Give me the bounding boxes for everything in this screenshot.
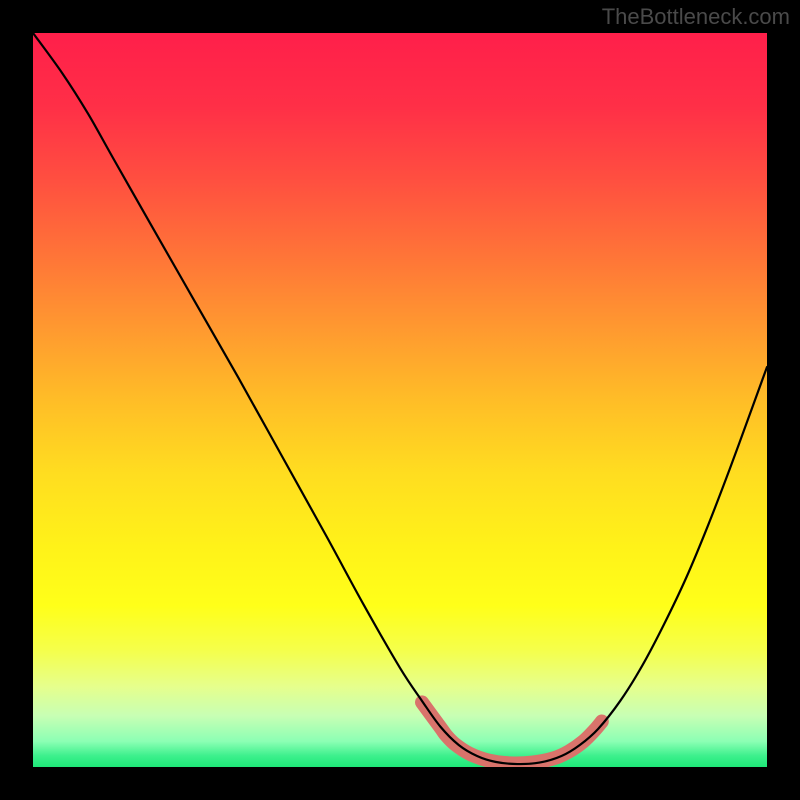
chart-container [33, 33, 767, 767]
chart-background [33, 33, 767, 767]
bottleneck-chart [33, 33, 767, 767]
watermark-label: TheBottleneck.com [602, 4, 790, 30]
